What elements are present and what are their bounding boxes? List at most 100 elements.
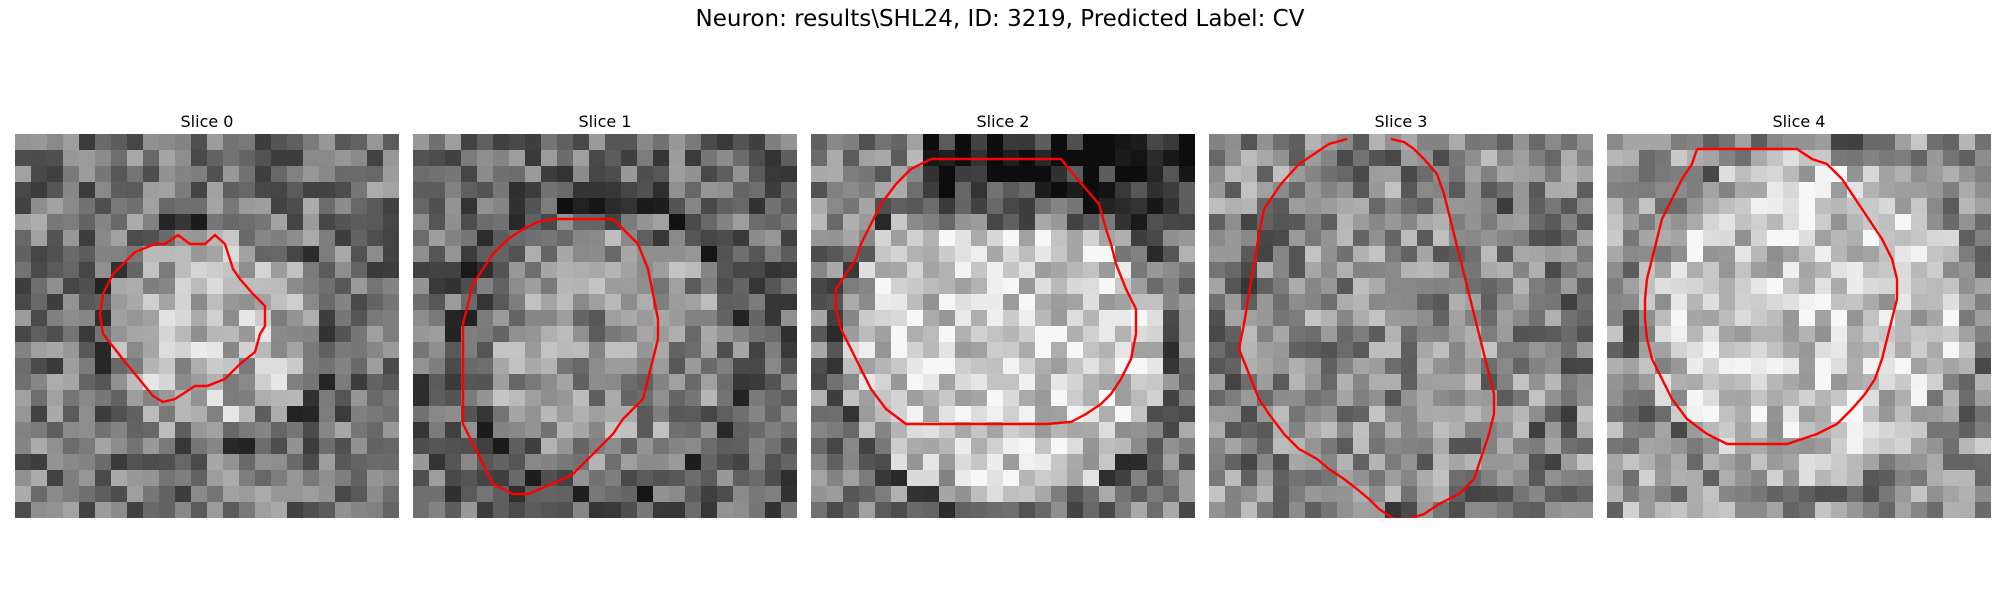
image-pixel bbox=[1911, 150, 1928, 167]
image-pixel bbox=[159, 310, 176, 327]
image-pixel bbox=[1401, 406, 1418, 423]
image-pixel bbox=[1815, 150, 1832, 167]
image-pixel bbox=[907, 326, 924, 343]
image-pixel bbox=[1623, 326, 1640, 343]
image-pixel bbox=[1529, 166, 1546, 183]
image-pixel bbox=[1225, 422, 1242, 439]
image-pixel bbox=[1385, 438, 1402, 455]
image-pixel bbox=[1003, 422, 1020, 439]
image-pixel bbox=[47, 214, 64, 231]
image-pixel bbox=[207, 246, 224, 263]
image-pixel bbox=[1783, 390, 1800, 407]
image-pixel bbox=[1719, 454, 1736, 471]
image-pixel bbox=[811, 470, 828, 487]
image-pixel bbox=[319, 358, 336, 375]
image-pixel bbox=[1815, 438, 1832, 455]
image-pixel bbox=[1321, 182, 1338, 199]
image-pixel bbox=[653, 214, 670, 231]
image-pixel bbox=[1783, 486, 1800, 503]
image-pixel bbox=[1099, 406, 1116, 423]
image-pixel bbox=[733, 294, 750, 311]
image-pixel bbox=[1147, 246, 1164, 263]
image-pixel bbox=[859, 166, 876, 183]
image-pixel bbox=[1465, 262, 1482, 279]
image-pixel bbox=[1163, 358, 1180, 375]
image-pixel bbox=[1799, 294, 1816, 311]
image-pixel bbox=[31, 230, 48, 247]
image-pixel bbox=[1895, 246, 1912, 263]
image-pixel bbox=[1529, 358, 1546, 375]
image-pixel bbox=[1433, 502, 1450, 518]
image-pixel bbox=[637, 502, 654, 518]
image-pixel bbox=[1767, 278, 1784, 295]
image-pixel bbox=[875, 182, 892, 199]
image-pixel bbox=[1273, 390, 1290, 407]
image-pixel bbox=[63, 310, 80, 327]
image-pixel bbox=[143, 406, 160, 423]
image-pixel bbox=[1321, 342, 1338, 359]
image-pixel bbox=[1561, 310, 1578, 327]
image-pixel bbox=[47, 454, 64, 471]
image-pixel bbox=[1577, 502, 1593, 518]
image-pixel bbox=[239, 310, 256, 327]
image-pixel bbox=[1417, 390, 1434, 407]
image-pixel bbox=[875, 230, 892, 247]
image-pixel bbox=[271, 406, 288, 423]
image-pixel bbox=[1401, 310, 1418, 327]
image-pixel bbox=[1863, 390, 1880, 407]
image-pixel bbox=[335, 310, 352, 327]
image-pixel bbox=[493, 502, 510, 518]
image-pixel bbox=[1783, 150, 1800, 167]
image-pixel bbox=[1703, 342, 1720, 359]
image-pixel bbox=[445, 358, 462, 375]
image-pixel bbox=[1607, 326, 1624, 343]
image-pixel bbox=[1209, 486, 1226, 503]
image-pixel bbox=[63, 278, 80, 295]
image-pixel bbox=[653, 438, 670, 455]
image-pixel bbox=[1639, 182, 1656, 199]
image-pixel bbox=[239, 358, 256, 375]
image-pixel bbox=[1895, 470, 1912, 487]
image-pixel bbox=[827, 438, 844, 455]
image-pixel bbox=[1003, 486, 1020, 503]
image-pixel bbox=[749, 406, 766, 423]
image-pixel bbox=[717, 262, 734, 279]
image-pixel bbox=[255, 150, 272, 167]
image-pixel bbox=[891, 182, 908, 199]
image-pixel bbox=[923, 294, 940, 311]
image-pixel bbox=[589, 502, 606, 518]
image-pixel bbox=[653, 198, 670, 215]
image-pixel bbox=[303, 278, 320, 295]
image-pixel bbox=[1831, 358, 1848, 375]
image-pixel bbox=[509, 246, 526, 263]
image-pixel bbox=[223, 198, 240, 215]
image-pixel bbox=[589, 294, 606, 311]
image-pixel bbox=[1687, 294, 1704, 311]
image-pixel bbox=[223, 182, 240, 199]
image-pixel bbox=[1019, 166, 1036, 183]
image-pixel bbox=[1067, 262, 1084, 279]
image-pixel bbox=[589, 486, 606, 503]
image-pixel bbox=[749, 262, 766, 279]
image-pixel bbox=[1401, 246, 1418, 263]
image-pixel bbox=[939, 454, 956, 471]
image-pixel bbox=[207, 198, 224, 215]
image-pixel bbox=[63, 470, 80, 487]
image-pixel bbox=[1799, 310, 1816, 327]
image-pixel bbox=[429, 230, 446, 247]
image-pixel bbox=[1767, 406, 1784, 423]
image-pixel bbox=[1927, 374, 1944, 391]
image-pixel bbox=[1895, 294, 1912, 311]
image-pixel bbox=[987, 230, 1004, 247]
image-pixel bbox=[669, 454, 686, 471]
image-pixel bbox=[541, 454, 558, 471]
image-pixel bbox=[733, 182, 750, 199]
image-pixel bbox=[923, 182, 940, 199]
image-pixel bbox=[1051, 262, 1068, 279]
image-pixel bbox=[875, 390, 892, 407]
image-pixel bbox=[1815, 374, 1832, 391]
image-pixel bbox=[477, 166, 494, 183]
image-pixel bbox=[1417, 310, 1434, 327]
image-pixel bbox=[1369, 438, 1386, 455]
image-pixel bbox=[669, 310, 686, 327]
